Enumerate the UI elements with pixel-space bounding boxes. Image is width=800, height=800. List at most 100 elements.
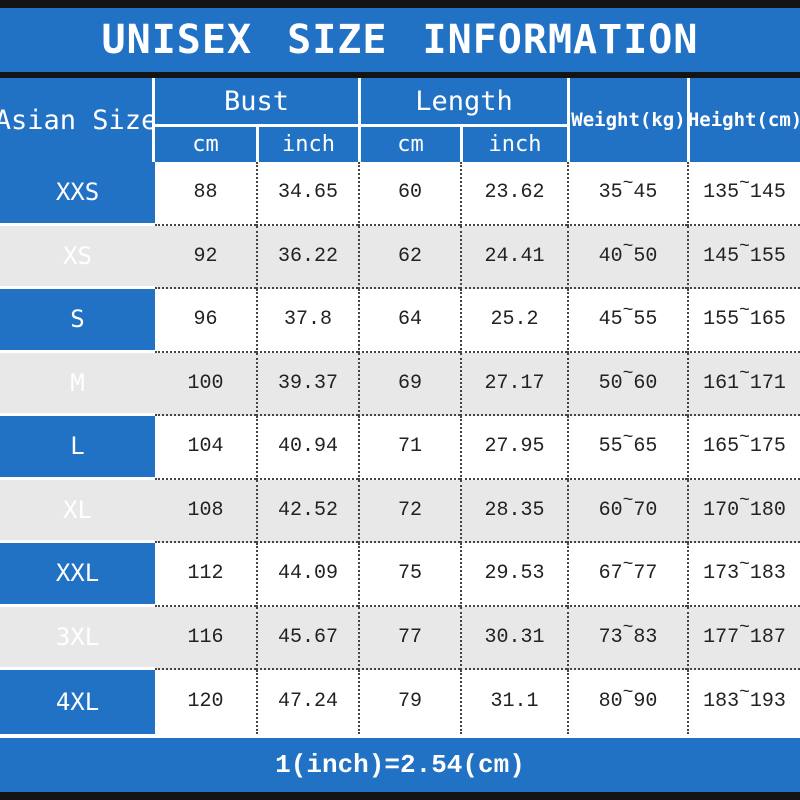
bust-inch-value: 45.67 [256,606,358,670]
height-range: 183 ~ 193 [687,670,800,734]
weight-max-value: 60 [633,371,658,395]
size-label: 3XL [0,606,155,670]
height-max-value: 165 [749,308,786,332]
height-max-value: 171 [749,371,786,395]
height-min-value: 165 [703,435,740,459]
column-group-length: Length [358,78,567,127]
bust-inch-value: 42.52 [256,479,358,543]
length-inch-value: 31.1 [460,670,567,734]
height-min-value: 170 [703,498,740,522]
weight-min-value: 50 [598,371,623,395]
length-cm-value: 60 [358,162,460,226]
size-label: M [0,352,155,416]
height-min-value: 177 [703,625,740,649]
height-range: 145 ~ 155 [687,225,800,289]
weight-range: 35 ~ 45 [567,162,687,226]
height-range: 173 ~ 183 [687,543,800,607]
size-label: 4XL [0,670,155,734]
bust-cm-value: 88 [155,162,256,226]
range-tilde: ~ [739,682,750,703]
range-tilde: ~ [739,173,750,194]
table-row: 3XL 116 45.67 77 30.31 73 ~ 83 177 ~ 187 [0,606,800,670]
height-min-value: 145 [703,244,740,268]
weight-min-value: 55 [598,435,623,459]
length-cm-value: 62 [358,225,460,289]
range-tilde: ~ [622,618,634,639]
bust-inch-value: 39.37 [256,352,358,416]
weight-min-value: 60 [598,498,623,522]
table-body: XXS 88 34.65 60 23.62 35 ~ 45 135 ~ 145 … [0,162,800,734]
height-min-value: 155 [703,308,740,332]
size-label: XXL [0,543,155,607]
range-tilde: ~ [622,364,634,385]
size-label: XXS [0,162,155,226]
weight-max-value: 65 [633,435,658,459]
title-divider [0,72,800,78]
height-min-value: 173 [703,562,740,586]
range-tilde: ~ [739,300,750,321]
bust-cm-value: 96 [155,289,256,353]
column-header-height: Height(cm) [687,78,800,162]
size-label: S [0,289,155,353]
range-tilde: ~ [622,173,634,194]
footer-gap [0,733,800,738]
height-range: 170 ~ 180 [687,479,800,543]
height-range: 135 ~ 145 [687,162,800,226]
size-label: L [0,416,155,480]
bust-cm-value: 92 [155,225,256,289]
weight-min-value: 40 [598,244,623,268]
range-tilde: ~ [739,618,750,639]
size-table: Asian Size Bust Length cm inch cm inch W… [0,78,800,734]
table-row: XL 108 42.52 72 28.35 60 ~ 70 170 ~ 180 [0,479,800,543]
table-row: S 96 37.8 64 25.2 45 ~ 55 155 ~ 165 [0,289,800,353]
height-max-value: 193 [749,690,786,714]
length-inch-value: 29.53 [460,543,567,607]
table-row: XS 92 36.22 62 24.41 40 ~ 50 145 ~ 155 [0,225,800,289]
bust-cm-value: 100 [155,352,256,416]
table-row: XXL 112 44.09 75 29.53 67 ~ 77 173 ~ 183 [0,543,800,607]
title-band: UNISEX SIZE INFORMATION [0,8,800,72]
range-tilde: ~ [622,682,634,703]
height-range: 177 ~ 187 [687,606,800,670]
height-max-value: 175 [749,435,786,459]
range-tilde: ~ [622,491,634,512]
length-inch-value: 23.62 [460,162,567,226]
weight-range: 55 ~ 65 [567,416,687,480]
bust-cm-value: 112 [155,543,256,607]
size-label: XS [0,225,155,289]
column-header-asian-size: Asian Size [0,78,157,162]
weight-max-value: 83 [633,625,658,649]
weight-max-value: 77 [633,562,658,586]
length-cm-value: 72 [358,479,460,543]
bust-cm-value: 104 [155,416,256,480]
bust-inch-value: 44.09 [256,543,358,607]
table-row: M 100 39.37 69 27.17 50 ~ 60 161 ~ 171 [0,352,800,416]
weight-min-value: 80 [598,690,623,714]
length-inch-value: 30.31 [460,606,567,670]
weight-max-value: 90 [633,690,658,714]
length-cm-value: 69 [358,352,460,416]
top-frame-bar [0,0,800,8]
weight-min-value: 67 [598,562,623,586]
size-label: XL [0,479,155,543]
weight-range: 73 ~ 83 [567,606,687,670]
bust-cm-value: 120 [155,670,256,734]
column-header-weight: Weight(kg) [567,78,687,162]
height-max-value: 145 [749,181,786,205]
length-cm-value: 75 [358,543,460,607]
column-group-bust: Bust [155,78,358,127]
range-tilde: ~ [739,364,750,385]
weight-max-value: 45 [633,181,658,205]
table-row: L 104 40.94 71 27.95 55 ~ 65 165 ~ 175 [0,416,800,480]
bottom-frame-bar [0,792,800,800]
height-max-value: 187 [749,625,786,649]
weight-min-value: 45 [598,308,623,332]
bust-inch-value: 36.22 [256,225,358,289]
length-cm-value: 79 [358,670,460,734]
table-header: Asian Size Bust Length cm inch cm inch W… [0,78,800,162]
range-tilde: ~ [622,300,634,321]
bust-cm-value: 108 [155,479,256,543]
subheader-bust-inch: inch [256,127,358,162]
height-range: 165 ~ 175 [687,416,800,480]
weight-range: 67 ~ 77 [567,543,687,607]
